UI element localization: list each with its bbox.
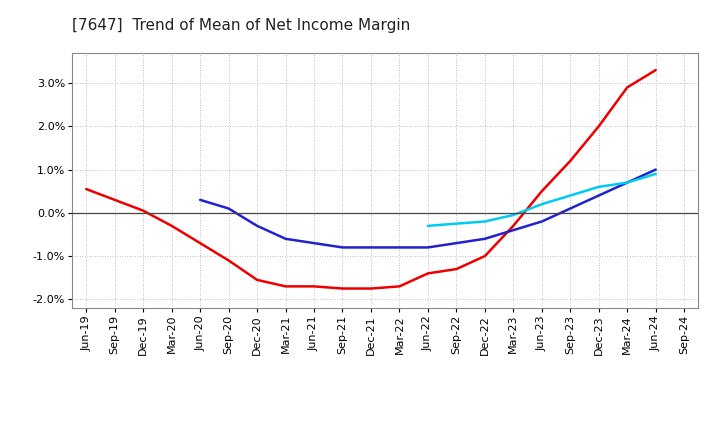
Legend: 3 Years, 5 Years, 7 Years, 10 Years: 3 Years, 5 Years, 7 Years, 10 Years bbox=[176, 437, 595, 440]
Text: [7647]  Trend of Mean of Net Income Margin: [7647] Trend of Mean of Net Income Margi… bbox=[72, 18, 410, 33]
